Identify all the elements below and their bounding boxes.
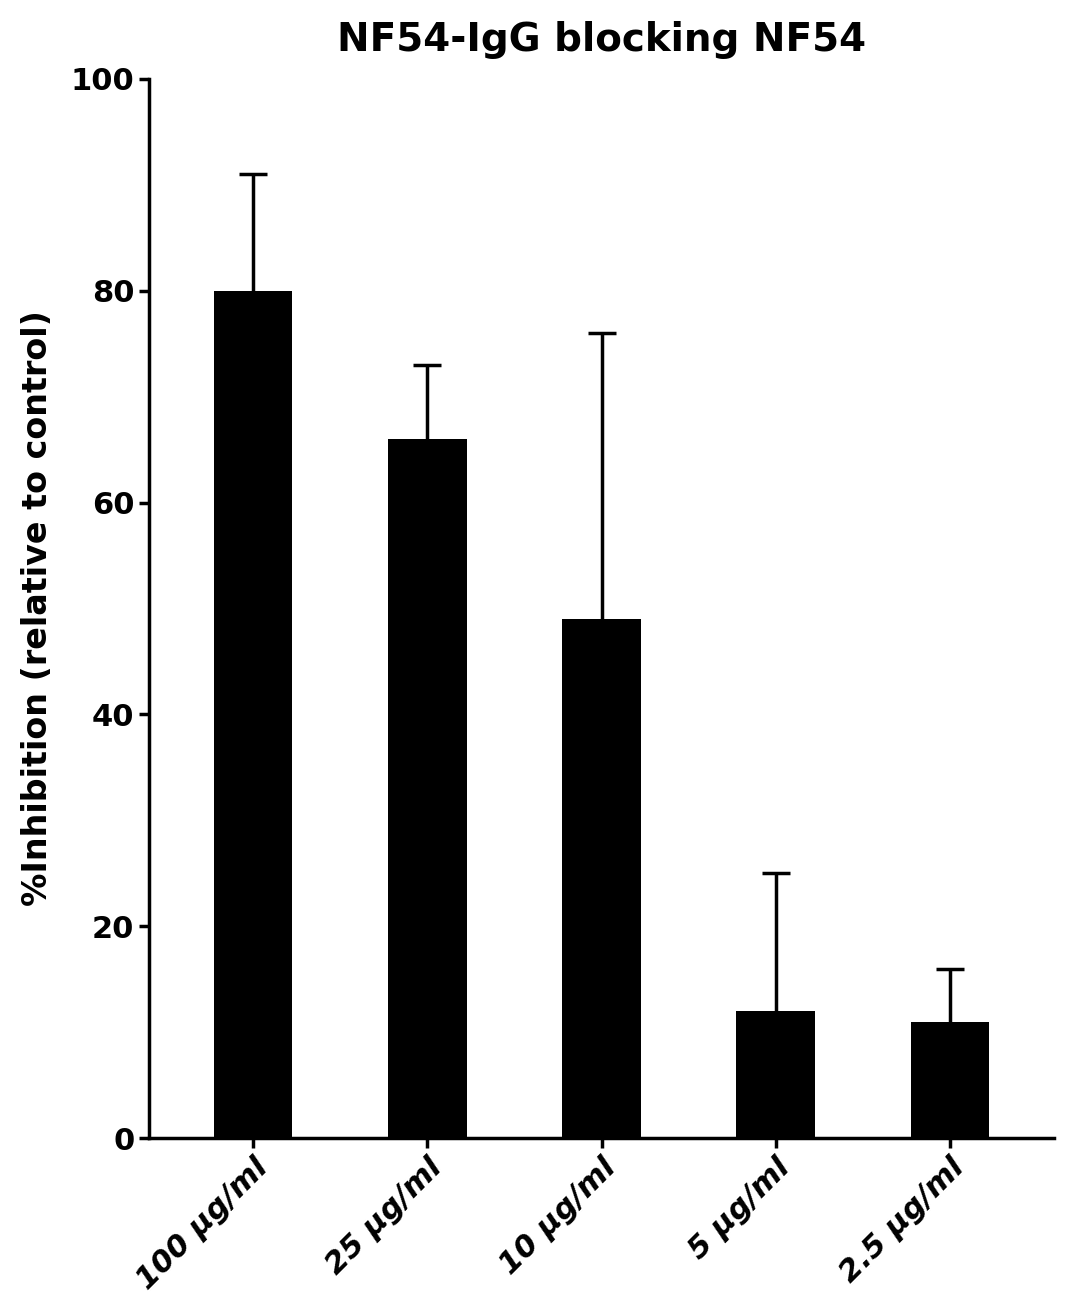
Bar xyxy=(736,1011,815,1138)
Y-axis label: %Inhibition (relative to control): %Inhibition (relative to control) xyxy=(20,311,54,907)
Bar xyxy=(214,291,292,1138)
Bar xyxy=(911,1021,989,1138)
Title: NF54-IgG blocking NF54: NF54-IgG blocking NF54 xyxy=(336,21,866,59)
Bar xyxy=(562,619,641,1138)
Bar xyxy=(388,440,467,1138)
